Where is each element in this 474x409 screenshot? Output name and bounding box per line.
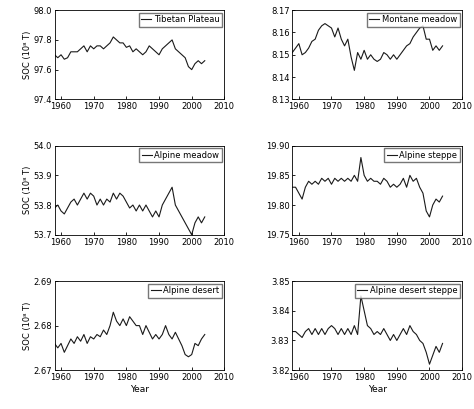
Legend: Alpine desert: Alpine desert: [148, 283, 222, 298]
Legend: Alpine desert steppe: Alpine desert steppe: [355, 283, 460, 298]
Y-axis label: SOC (10⁸ T): SOC (10⁸ T): [23, 301, 32, 350]
Legend: Tibetan Plateau: Tibetan Plateau: [138, 13, 222, 27]
X-axis label: Year: Year: [368, 385, 387, 394]
X-axis label: Year: Year: [130, 385, 149, 394]
Legend: Alpine meadow: Alpine meadow: [139, 148, 222, 162]
Y-axis label: SOC (10⁸ T): SOC (10⁸ T): [23, 166, 32, 214]
Legend: Alpine steppe: Alpine steppe: [384, 148, 460, 162]
Legend: Montane meadow: Montane meadow: [367, 13, 460, 27]
Y-axis label: SOC (10⁸ T): SOC (10⁸ T): [23, 31, 32, 79]
